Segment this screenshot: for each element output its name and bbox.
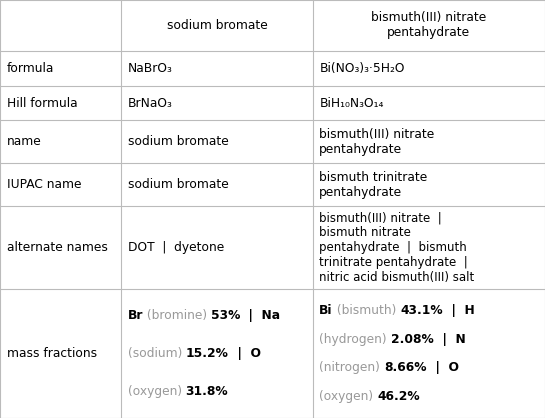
Text: (sodium): (sodium) <box>128 347 186 360</box>
Text: |  O: | O <box>427 361 459 375</box>
Text: sodium bromate: sodium bromate <box>128 135 228 148</box>
Text: alternate names: alternate names <box>7 241 107 255</box>
Text: bismuth(III) nitrate  |
bismuth nitrate
pentahydrate  |  bismuth
trinitrate pent: bismuth(III) nitrate | bismuth nitrate p… <box>319 212 475 284</box>
Text: NaBrO₃: NaBrO₃ <box>128 62 172 75</box>
Text: BiH₁₀N₃O₁₄: BiH₁₀N₃O₁₄ <box>319 97 384 110</box>
Text: |  N: | N <box>434 333 465 346</box>
Text: Bi: Bi <box>319 304 333 318</box>
Text: (oxygen): (oxygen) <box>319 390 377 403</box>
Text: 15.2%: 15.2% <box>186 347 229 360</box>
Text: 31.8%: 31.8% <box>185 385 228 398</box>
Text: bismuth(III) nitrate
pentahydrate: bismuth(III) nitrate pentahydrate <box>319 128 434 156</box>
Text: formula: formula <box>7 62 54 75</box>
Text: |  Na: | Na <box>240 309 281 322</box>
Text: (oxygen): (oxygen) <box>128 385 185 398</box>
Text: 43.1%: 43.1% <box>400 304 443 318</box>
Text: |  H: | H <box>443 304 475 318</box>
Text: Br: Br <box>128 309 143 322</box>
Text: BrNaO₃: BrNaO₃ <box>128 97 172 110</box>
Text: bismuth(III) nitrate
pentahydrate: bismuth(III) nitrate pentahydrate <box>371 12 487 39</box>
Text: (hydrogen): (hydrogen) <box>319 333 391 346</box>
Text: (nitrogen): (nitrogen) <box>319 361 384 375</box>
Text: DOT  |  dyetone: DOT | dyetone <box>128 241 224 255</box>
Text: 46.2%: 46.2% <box>377 390 420 403</box>
Text: IUPAC name: IUPAC name <box>7 178 81 191</box>
Text: Bi(NO₃)₃·5H₂O: Bi(NO₃)₃·5H₂O <box>319 62 405 75</box>
Text: 8.66%: 8.66% <box>384 361 427 375</box>
Text: bismuth trinitrate
pentahydrate: bismuth trinitrate pentahydrate <box>319 171 428 199</box>
Text: name: name <box>7 135 41 148</box>
Text: Hill formula: Hill formula <box>7 97 77 110</box>
Text: (bismuth): (bismuth) <box>333 304 400 318</box>
Text: (bromine): (bromine) <box>143 309 211 322</box>
Text: sodium bromate: sodium bromate <box>167 19 267 32</box>
Text: sodium bromate: sodium bromate <box>128 178 228 191</box>
Text: |  O: | O <box>229 347 261 360</box>
Text: 2.08%: 2.08% <box>391 333 434 346</box>
Text: mass fractions: mass fractions <box>7 347 96 360</box>
Text: 53%: 53% <box>211 309 240 322</box>
